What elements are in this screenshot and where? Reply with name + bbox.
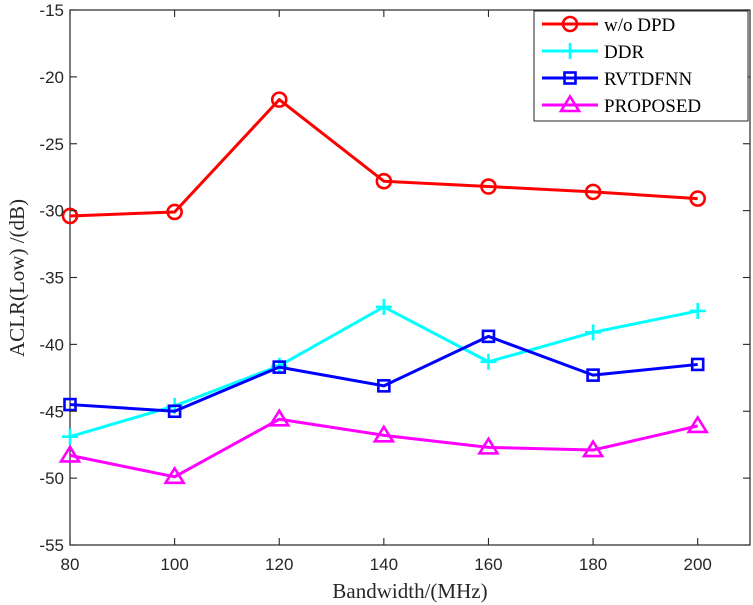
x-tick-label: 200 bbox=[684, 555, 712, 574]
data-point bbox=[167, 404, 182, 419]
y-tick-label: -25 bbox=[39, 135, 64, 154]
x-tick-label: 80 bbox=[61, 555, 80, 574]
legend-marker bbox=[558, 94, 582, 113]
y-tick-label: -20 bbox=[39, 68, 64, 87]
series-proposed bbox=[58, 408, 710, 485]
y-tick-label: -55 bbox=[39, 536, 64, 555]
data-point bbox=[581, 439, 605, 458]
data-point bbox=[690, 357, 705, 372]
series-line bbox=[69, 98, 698, 218]
x-tick-label: 140 bbox=[370, 555, 398, 574]
data-point bbox=[375, 298, 392, 315]
ticks-layer: 80 100 120 140 160 180 200 -15 -20 -25 -30 -35 -40 -4… bbox=[39, 1, 750, 574]
data-point bbox=[586, 368, 600, 382]
legend-label: w/o DPD bbox=[604, 15, 675, 36]
series-line bbox=[69, 417, 699, 479]
data-point bbox=[272, 360, 287, 374]
y-tick-label: -15 bbox=[39, 1, 64, 20]
legend-label: RVTDFNN bbox=[604, 69, 692, 90]
x-tick-label: 180 bbox=[579, 555, 607, 574]
legend-label: DDR bbox=[604, 42, 644, 63]
x-axis-label: Bandwidth/(MHz) bbox=[332, 579, 487, 603]
data-point bbox=[372, 424, 396, 443]
y-axis-label: ACLR(Low) /(dB) bbox=[5, 199, 29, 357]
data-point bbox=[166, 203, 183, 221]
y-tick-label: -30 bbox=[39, 202, 64, 221]
data-point bbox=[62, 428, 78, 445]
legend-box bbox=[533, 10, 749, 122]
data-point bbox=[377, 379, 391, 393]
legend: w/o DPD DDR RVTDFNN PROPOSED bbox=[533, 10, 749, 122]
data-point bbox=[61, 207, 79, 225]
data-point bbox=[585, 324, 602, 341]
series-w-o-dpd bbox=[61, 91, 706, 225]
legend-label: PROPOSED bbox=[604, 96, 701, 117]
data-point bbox=[375, 172, 393, 190]
y-tick-label: -50 bbox=[39, 469, 64, 488]
legend-marker bbox=[563, 71, 577, 85]
data-point bbox=[584, 183, 602, 201]
data-point bbox=[477, 436, 500, 455]
data-point bbox=[480, 353, 497, 370]
data-point bbox=[63, 397, 77, 412]
series-layer bbox=[58, 91, 710, 485]
series-line bbox=[69, 334, 698, 413]
data-point bbox=[689, 302, 706, 319]
x-tick-label: 100 bbox=[160, 555, 188, 574]
data-point bbox=[689, 190, 706, 207]
legend-marker bbox=[561, 15, 579, 33]
series-rvtdfnn bbox=[63, 329, 705, 419]
y-tick-label: -45 bbox=[39, 402, 64, 421]
data-point bbox=[686, 414, 710, 434]
x-tick-label: 120 bbox=[265, 555, 293, 574]
y-tick-label: -35 bbox=[39, 269, 64, 288]
data-point bbox=[480, 178, 497, 195]
data-point bbox=[267, 408, 291, 427]
data-point bbox=[58, 444, 82, 463]
data-point bbox=[163, 465, 186, 485]
legend-marker bbox=[562, 43, 578, 59]
y-tick-label: -40 bbox=[39, 335, 64, 354]
data-point bbox=[481, 329, 496, 344]
x-tick-label: 160 bbox=[474, 555, 502, 574]
data-point bbox=[270, 91, 288, 108]
